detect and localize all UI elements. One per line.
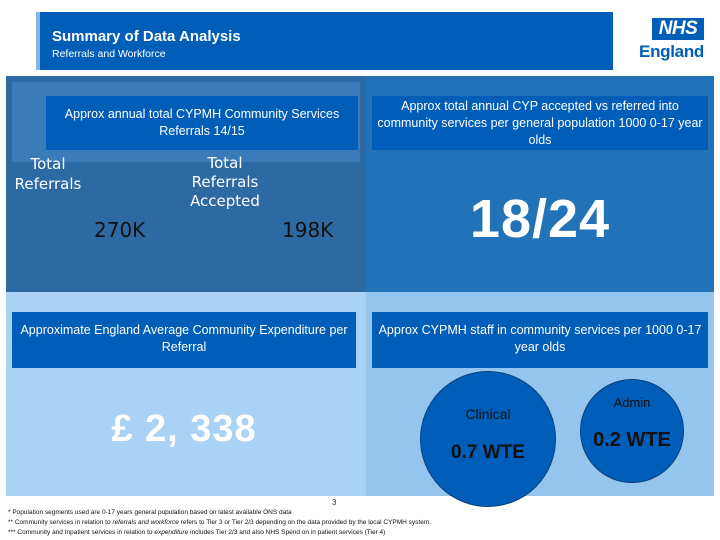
clinical-value: 0.7 WTE [451, 442, 525, 463]
footnote-3: *** Community and Inpatient services in … [8, 529, 385, 536]
page-number: 3 [332, 498, 337, 507]
slide-header: Summary of Data Analysis Referrals and W… [36, 12, 613, 70]
footnote-2-suffix: refers to Tier 3 or Tier 2/3 depending o… [178, 519, 432, 526]
footnote-3-italic: expenditure [154, 529, 189, 536]
footnote-2-italic: referrals and workforce [112, 519, 179, 526]
expenditure-heading: Approximate England Average Community Ex… [12, 312, 356, 368]
footnote-2-prefix: ** Community services in relation to [8, 519, 113, 526]
footnote-3-prefix: *** Community and Inpatient services in … [8, 529, 155, 536]
clinical-circle [420, 371, 556, 507]
footnote-3-suffix: includes Tier 2/3 and also NHS Spend on … [188, 529, 386, 536]
admin-circle [580, 379, 684, 483]
total-referrals-value: 270K [94, 218, 146, 242]
accepted-referrals-label: Total Referrals Accepted [190, 154, 260, 210]
footnote-2: ** Community services in relation to ref… [8, 519, 431, 526]
referrals-heading: Approx annual total CYPMH Community Serv… [46, 96, 358, 150]
accepted-referrals-value: 198K [282, 218, 334, 242]
clinical-label: Clinical [465, 406, 511, 422]
expenditure-value: £ 2, 338 [111, 408, 257, 450]
total-referrals-label: Total Referrals [14, 155, 82, 193]
admin-value: 0.2 WTE [593, 429, 671, 451]
staff-heading: Approx CYPMH staff in community services… [372, 312, 708, 368]
nhs-england-word: England [639, 42, 704, 61]
nhs-badge: NHS [652, 18, 704, 40]
nhs-england-logo: NHS England [632, 18, 708, 64]
ratio-value: 18/24 [469, 189, 611, 249]
admin-label: Admin [613, 395, 651, 410]
footnote-1: * Population segments used are 0-17 year… [8, 509, 292, 516]
ratio-heading: Approx total annual CYP accepted vs refe… [372, 96, 708, 150]
page-title: Summary of Data Analysis [52, 28, 241, 45]
page-subtitle: Referrals and Workforce [52, 48, 166, 60]
